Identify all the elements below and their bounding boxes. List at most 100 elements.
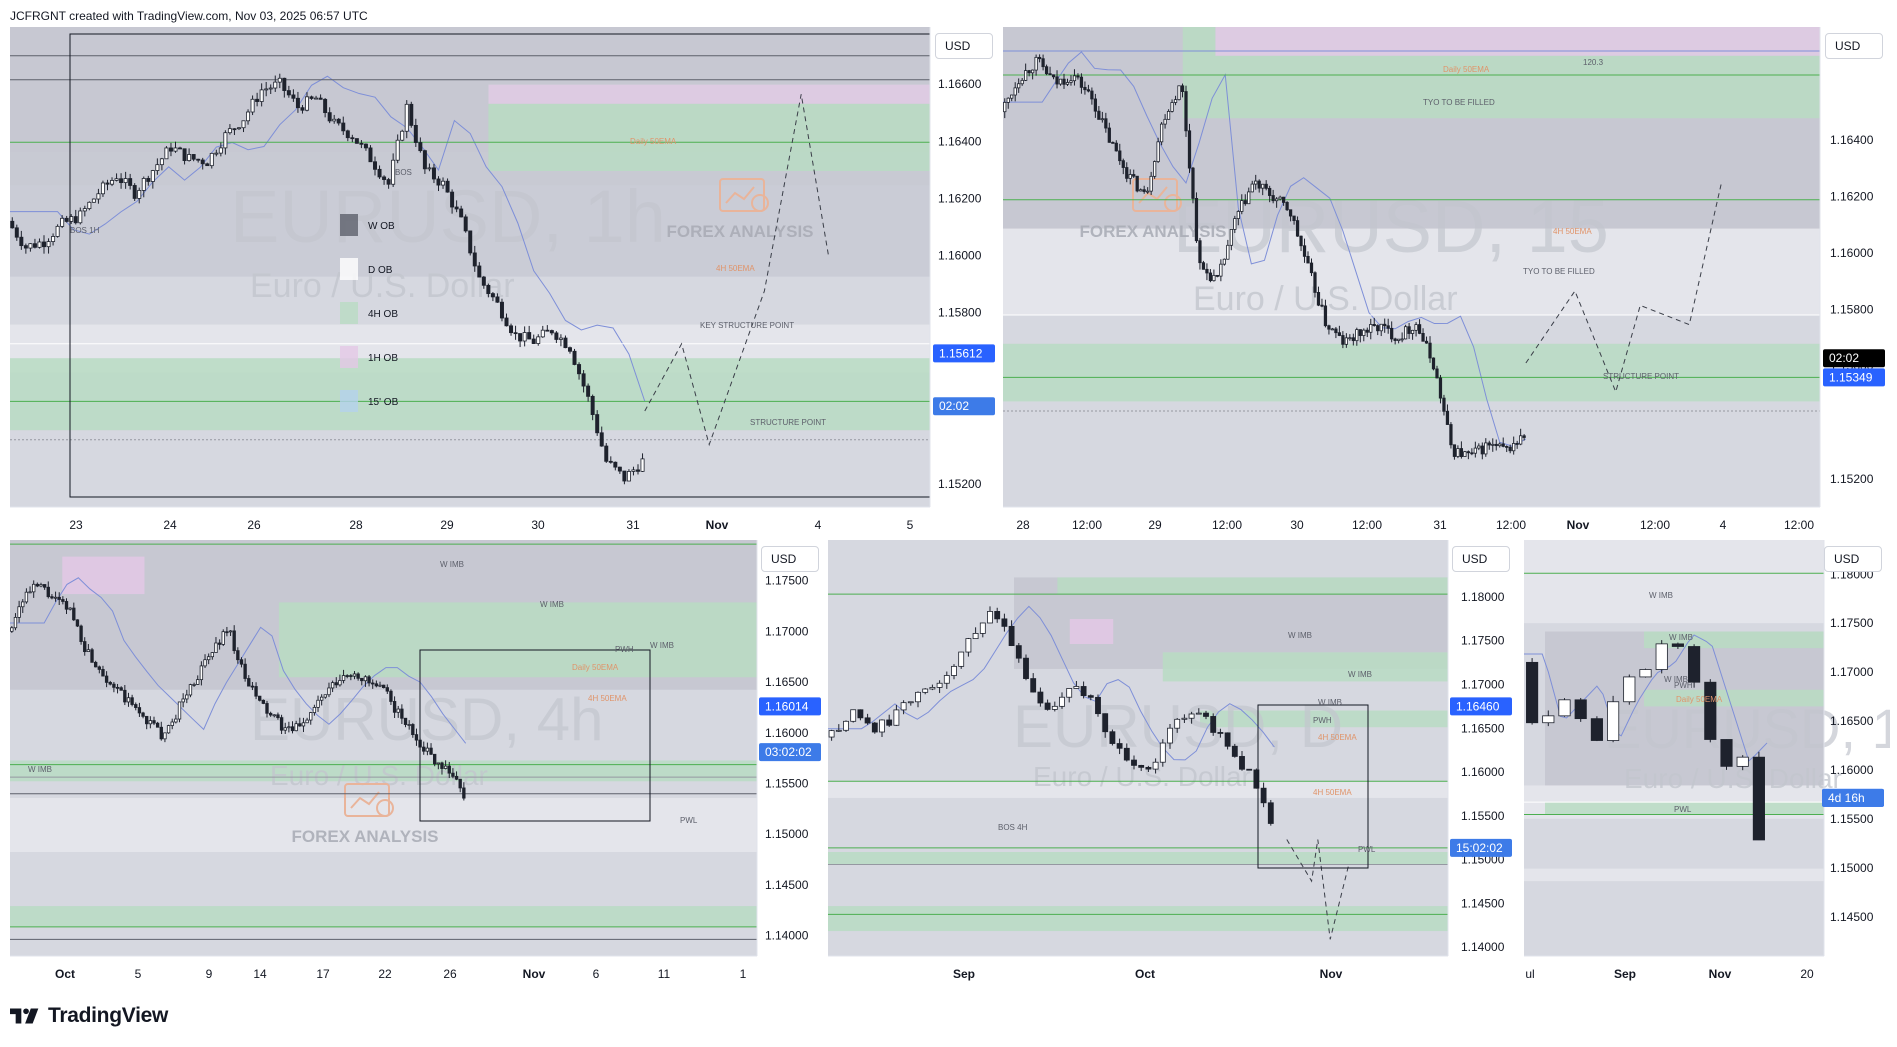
candle-body [900,702,907,711]
current-price-tag-bg [1450,697,1512,716]
candle-body [1330,328,1335,331]
candle-body [72,607,76,621]
candle-body [864,717,871,724]
candle-body [14,227,19,238]
candle-body [276,714,280,719]
candle-body [871,722,878,733]
candle-body [1222,258,1226,265]
candle-body [499,301,504,319]
y-tick-label: 1.16000 [1461,765,1505,779]
candle-body [454,775,459,780]
candle-body [283,727,287,731]
current-price-value: 1.15612 [939,346,983,360]
chart-annotation: Daily 50EMA [630,137,677,146]
candle-body [459,208,464,218]
candle-body [268,712,273,716]
currency-button[interactable]: USD [1825,33,1883,59]
brand-chart-icon [1138,186,1168,204]
chart-panel-15m[interactable]: EURUSD, 15 Euro / U.S. Dollar FOREX ANALYS… [1003,27,1890,537]
candle-body [367,676,371,684]
candle-body [1125,167,1129,179]
x-tick-label: Nov [1567,518,1590,532]
x-tick-label: Nov [1320,967,1343,981]
candle-body [1239,756,1245,770]
candle-body [1203,712,1209,717]
candle-body [354,138,359,144]
candle-body [1752,756,1765,841]
x-tick-label: 28 [1016,518,1030,532]
candle-body [287,726,291,729]
candle-body [1173,99,1178,103]
candle-body [206,656,211,661]
candle-body [554,332,559,340]
legend-swatch [340,346,358,368]
chart-annotation: PWH [1313,716,1332,725]
candle-body [227,128,232,134]
candle-body [1736,756,1749,767]
candle-body [327,687,331,696]
candle-body [1607,701,1620,741]
candle-body [1379,323,1383,332]
candle-body [1623,676,1636,703]
countdown-tag-bg [1822,788,1884,807]
x-tick-label: Oct [55,967,75,981]
candle-body [422,746,426,752]
currency-button[interactable]: USD [1824,546,1882,572]
chart-annotation: W IMB [1669,633,1693,642]
candle-body [504,317,509,327]
candle-body [51,236,56,242]
chart-panel-1h[interactable]: EURUSD, 1h Euro / U.S. Dollar FOREX ANALYS… [10,27,1000,537]
candle-body [1302,245,1307,257]
candle-body [241,120,246,129]
countdown-tag: 15:02:02 [1450,838,1512,857]
x-tick-label: ul [1525,967,1534,981]
candle-body [1146,190,1150,193]
candle-body [608,460,613,463]
y-tick-label: 1.15500 [1461,809,1505,823]
legend-label: W OB [368,221,395,232]
candle-body [1365,329,1369,333]
candle-body [145,715,149,725]
candle-body [282,77,287,91]
candle-body [1201,262,1206,270]
chart-svg-weekly[interactable]: EURUSD, 1WEuro / U.S. Dollar W IMB W IMB W … [1524,540,1890,986]
y-tick-label: 1.14000 [765,929,809,943]
candle-body [617,466,622,472]
y-tick-label: 1.14500 [1830,910,1874,924]
candle-body [24,591,29,603]
candle-body [1233,218,1237,230]
candle-body [1152,761,1159,770]
candle-body [203,659,207,667]
order-block-zone [828,906,1448,932]
currency-button[interactable]: USD [761,546,819,572]
candle-body [53,596,58,599]
candle-body [1066,688,1073,698]
chart-panel-weekly[interactable]: EURUSD, 1WEuro / U.S. Dollar W IMB W IMB W … [1524,540,1890,986]
candle-body [1224,732,1231,747]
candle-body [396,708,400,713]
candle-body [1024,70,1028,81]
candle-body [132,185,137,199]
candle-body [381,684,386,689]
candle-body [37,241,42,248]
candle-body [1369,324,1373,333]
candle-body [130,697,134,705]
candle-body [191,154,196,160]
current-price-tag-bg [759,697,821,716]
candle-body [371,682,375,685]
chart-panel-daily[interactable]: EURUSD, D Euro / U.S. Dollar W IMB W IMB BOS… [828,540,1521,986]
order-block-zone [1644,631,1824,649]
chart-annotation: PWL [1358,845,1376,854]
candle-body [1671,643,1684,647]
chart-panel-4h[interactable]: EURUSD, 4h Euro / U.S. Dollar FOREX ANALYS… [10,540,825,986]
candle-body [114,178,119,181]
currency-button[interactable]: USD [1452,546,1510,572]
candle-body [236,650,240,661]
x-tick-label: 29 [440,518,454,532]
currency-button[interactable]: USD [935,33,993,59]
candle-body [178,147,183,150]
